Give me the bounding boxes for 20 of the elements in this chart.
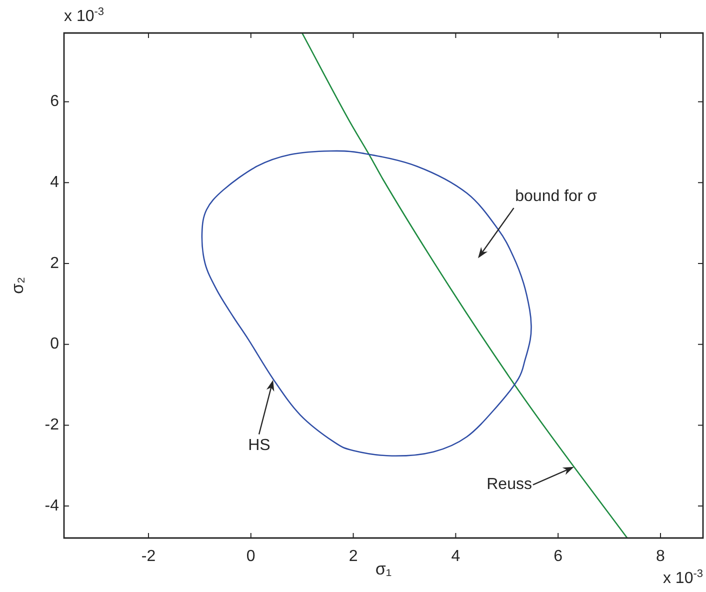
y-tick-label: -4 xyxy=(44,497,60,514)
annotation: HS xyxy=(248,437,270,456)
annotation: Reuss xyxy=(486,476,532,494)
x-axis-title: σ₁ xyxy=(375,559,392,578)
y-tick-label: 2 xyxy=(50,254,60,272)
y-tick-label: -2 xyxy=(44,416,60,434)
x-tick-label: 8 xyxy=(656,548,666,566)
x-tick-label: 2 xyxy=(348,548,358,566)
y-axis-title: σ₂ xyxy=(8,276,27,294)
text: x 10$^{-3}$ xyxy=(662,568,703,588)
text: x 10$^{-3}$ xyxy=(64,6,104,26)
x-tick-label: 6 xyxy=(554,548,563,566)
y-tick-label: 4 xyxy=(50,174,60,192)
x-tick-label: 0 xyxy=(246,548,256,566)
x-tick-label: -2 xyxy=(141,548,156,566)
y-tick-label: 0 xyxy=(50,336,60,353)
x-tick-label: 4 xyxy=(451,548,460,566)
y-tick-label: 6 xyxy=(50,93,60,110)
line-series xyxy=(301,33,628,538)
annotation: bound for σ xyxy=(515,188,598,206)
